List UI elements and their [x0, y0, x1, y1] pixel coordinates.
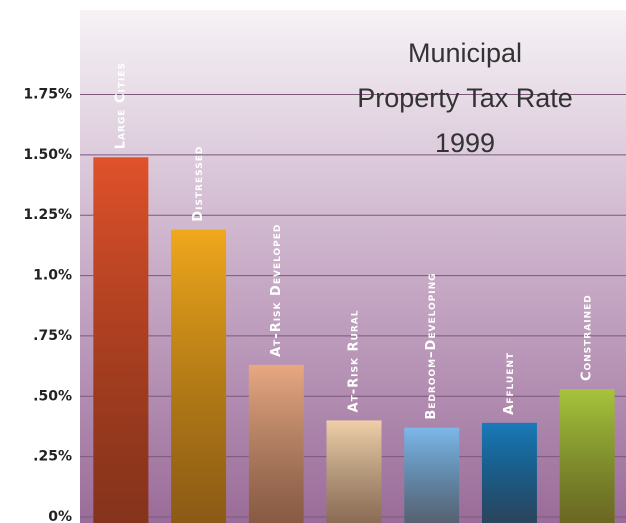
- y-tick-label: 1.50%: [23, 147, 72, 163]
- x-tick-label: Constrained: [580, 294, 595, 381]
- x-tick-label: At-Risk Rural: [347, 310, 362, 413]
- y-tick-label: .25%: [33, 449, 72, 465]
- x-tick-label: Affluent: [502, 352, 517, 415]
- bar-shade: [93, 157, 149, 523]
- y-tick-label: .75%: [33, 328, 72, 344]
- x-tick-label: Distressed: [191, 146, 206, 222]
- chart-title: Municipal: [408, 38, 522, 68]
- x-tick-label: Large Cities: [113, 62, 128, 149]
- y-tick-label: 1.25%: [23, 207, 72, 223]
- y-tick-label: 1.75%: [23, 87, 72, 103]
- bar-shade: [559, 389, 615, 523]
- bar-shade: [248, 364, 304, 523]
- chart-title: Property Tax Rate: [357, 83, 573, 113]
- bar-shade: [404, 427, 460, 523]
- x-tick-label: At-Risk Developed: [269, 224, 284, 357]
- y-tick-label: 1.0%: [33, 268, 72, 284]
- bar-shade: [326, 420, 382, 523]
- y-tick-label: .50%: [33, 388, 72, 404]
- y-tick-label: 0%: [48, 509, 72, 523]
- bar-shade: [171, 229, 227, 523]
- x-tick-label: Bedroom–Developing: [424, 272, 439, 419]
- chart-title: 1999: [435, 128, 495, 158]
- bar-shade: [481, 422, 537, 523]
